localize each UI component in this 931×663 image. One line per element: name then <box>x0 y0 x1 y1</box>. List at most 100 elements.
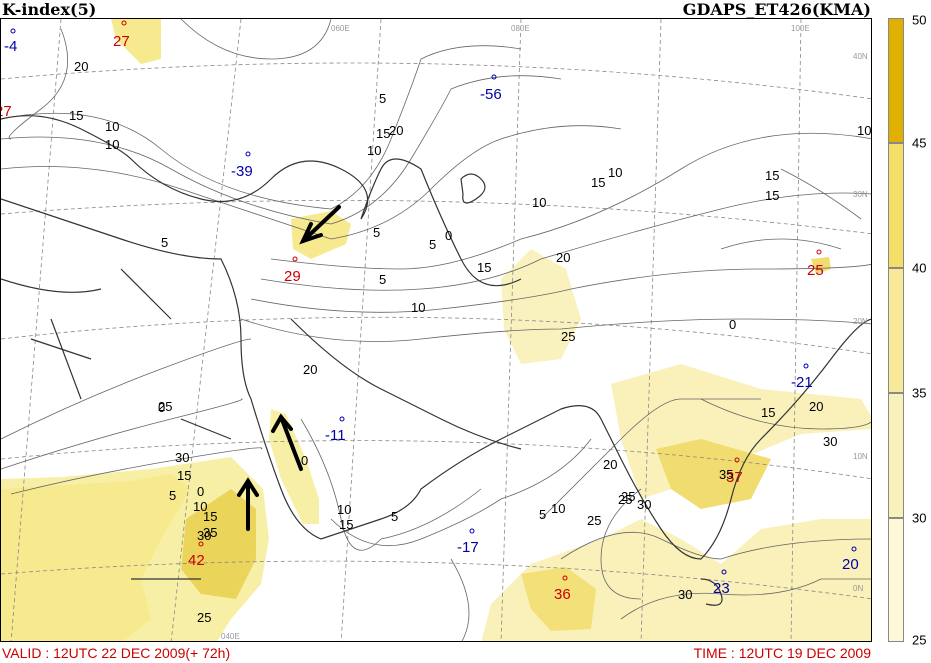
contour-label: 5 <box>379 272 386 287</box>
contour-label: 30 <box>175 450 189 465</box>
grid-label: 040E <box>221 632 240 641</box>
contour-label: 0 <box>445 228 452 243</box>
contour-label: 10 <box>857 123 871 138</box>
contour-label: 15 <box>761 405 775 420</box>
arrow-red-sea-head <box>271 413 293 433</box>
contour-label: 25 <box>197 610 211 625</box>
station-value: 23 <box>713 580 730 597</box>
grid-label: 30N <box>853 190 868 199</box>
valid-time: VALID : 12UTC 22 DEC 2009(+ 72h) <box>2 645 231 661</box>
colorbar-segment <box>888 393 904 518</box>
station-value: -4 <box>4 38 17 55</box>
station-markers <box>10 20 857 581</box>
contour-label: 15 <box>339 517 353 532</box>
contour-label: 5 <box>379 91 386 106</box>
contour-label: 20 <box>303 362 317 377</box>
contour-label: 5 <box>539 507 546 522</box>
contour-label: 15 <box>591 175 605 190</box>
init-time: TIME : 12UTC 19 DEC 2009 <box>693 645 871 661</box>
contour-label: 15 <box>765 168 779 183</box>
colorbar-label: 45 <box>912 135 927 151</box>
station-value: 27 <box>113 33 130 50</box>
arrow-africa-head <box>237 477 259 497</box>
colorbar-label: 40 <box>912 260 927 276</box>
contour-label: 10 <box>608 165 622 180</box>
contour-label: 10 <box>337 502 351 517</box>
station-value: 27 <box>1 103 12 120</box>
grid-label: 20N <box>853 317 868 326</box>
colorbar <box>888 18 906 642</box>
station-value: -21 <box>791 374 813 391</box>
annotation-arrows <box>237 205 341 531</box>
contour-label: 20 <box>389 123 403 138</box>
contour-label: 25 <box>618 492 632 507</box>
grid-label: 100E <box>791 24 810 33</box>
station-value: 37 <box>726 469 743 486</box>
contour-label: 0 <box>729 317 736 332</box>
grid-label: 0N <box>853 584 863 593</box>
contour-label: 5 <box>169 488 176 503</box>
contour-label: 10 <box>105 119 119 134</box>
colorbar-segment <box>888 518 904 642</box>
contour-label: 15 <box>69 108 83 123</box>
contour-label: 15 <box>765 188 779 203</box>
station-values: -4 27 27 -56 -39 29 25 -21 -11 37 42 -17… <box>1 33 859 603</box>
arrow-anatolia-head <box>299 222 323 245</box>
contour-label: 10 <box>193 499 207 514</box>
k-index-map: -4 27 27 -56 -39 29 25 -21 -11 37 42 -17… <box>1 19 871 641</box>
contour-label: 35 <box>203 525 217 540</box>
station-value: 20 <box>842 556 859 573</box>
contour-label: 10 <box>551 501 565 516</box>
contour-label: 20 <box>603 457 617 472</box>
contour-label: 15 <box>203 509 217 524</box>
station-value: -11 <box>325 427 346 444</box>
contour-label: 35 <box>719 467 733 482</box>
contour-label: 30 <box>823 434 837 449</box>
contour-label: 30 <box>637 497 651 512</box>
station-value: -17 <box>457 539 479 556</box>
contour-label: 10 <box>367 143 381 158</box>
shaded-regions <box>1 19 871 641</box>
contour-label: 30 <box>197 528 211 543</box>
grid-label: 10N <box>853 452 868 461</box>
colorbar-label: 30 <box>912 510 927 526</box>
arrow-red-sea <box>279 415 303 471</box>
k-index-contours <box>1 19 871 641</box>
contour-label: 15 <box>376 126 390 141</box>
station-value: 29 <box>284 268 301 285</box>
contour-label: 20 <box>74 59 88 74</box>
contour-label: 5 <box>373 225 380 240</box>
station-value: 36 <box>554 586 571 603</box>
colorbar-segment <box>888 18 904 143</box>
contour-label: 10 <box>532 195 546 210</box>
colorbar-label: 25 <box>912 632 927 648</box>
contour-label: 25 <box>587 513 601 528</box>
colorbar-segment <box>888 143 904 268</box>
contour-label: 5 <box>391 509 398 524</box>
colorbar-label: 35 <box>912 385 927 401</box>
contour-label: 15 <box>477 260 491 275</box>
contour-label: 5 <box>429 237 436 252</box>
contour-label: 25 <box>561 329 575 344</box>
arrow-anatolia <box>301 205 341 243</box>
contour-label: 10 <box>105 137 119 152</box>
grid-labels: 40N 30N 20N 10N 0N 040E 060E 080E 100E <box>221 24 868 641</box>
coastlines <box>1 115 871 606</box>
map-panel: -4 27 27 -56 -39 29 25 -21 -11 37 42 -17… <box>0 18 872 642</box>
contour-labels: 20 15 10 5 10 15 20 10 15 10 15 0 5 10 1… <box>69 59 871 625</box>
contour-label: 0 <box>158 400 165 415</box>
contour-label: 0 <box>197 484 204 499</box>
contour-label: 0 <box>301 453 308 468</box>
contour-label: 25 <box>621 489 635 504</box>
station-value: 25 <box>807 262 824 279</box>
map-title: K-index(5) <box>2 0 97 19</box>
contour-label: 10 <box>411 300 425 315</box>
contour-label: 25 <box>158 399 172 414</box>
contour-label: 15 <box>177 468 191 483</box>
grid-label: 40N <box>853 52 868 61</box>
station-value: 42 <box>188 552 205 569</box>
contour-label: 30 <box>678 587 692 602</box>
contour-label: 20 <box>556 250 570 265</box>
grid-label: 080E <box>511 24 530 33</box>
colorbar-label: 50 <box>912 12 927 28</box>
